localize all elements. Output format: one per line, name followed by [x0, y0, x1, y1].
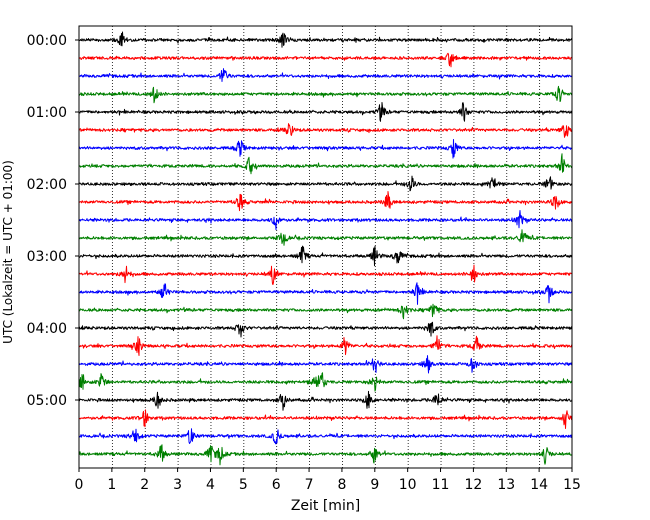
- trace-0030: [78, 68, 573, 82]
- trace-0145: [78, 153, 573, 175]
- x-tick-label: 12: [464, 477, 482, 493]
- x-tick-label: 3: [173, 477, 182, 493]
- x-tick-label: 0: [75, 477, 84, 493]
- seismic-traces: [78, 31, 573, 466]
- plot-frame: [78, 25, 573, 469]
- y-axis-ticks: 00:00 01:00 02:00 03:00 04:00 05:00: [27, 33, 79, 409]
- x-tick-label: 4: [206, 477, 215, 493]
- trace-0415: [78, 335, 573, 356]
- x-tick-label: 1: [107, 477, 116, 493]
- trace-0545: [78, 444, 573, 466]
- x-tick-label: 13: [497, 477, 515, 493]
- y-axis-title: UTC (Lokalzeit = UTC + 01:00): [1, 160, 15, 344]
- x-tick-label: 7: [305, 477, 314, 493]
- trace-0345: [78, 303, 573, 320]
- trace-0045: [78, 85, 573, 104]
- trace-0130: [78, 139, 573, 159]
- y-tick-label: 01:00: [27, 105, 67, 121]
- x-tick-label: 10: [399, 477, 417, 493]
- trace-0530: [78, 428, 573, 445]
- trace-0000: [78, 31, 573, 48]
- x-tick-label: 2: [140, 477, 149, 493]
- trace-0015: [78, 52, 573, 68]
- trace-0100: [78, 102, 573, 122]
- trace-0445: [78, 372, 573, 392]
- trace-0300: [78, 245, 573, 267]
- y-tick-label: 02:00: [27, 177, 67, 193]
- x-tick-label: 6: [272, 477, 281, 493]
- x-tick-label: 9: [370, 477, 379, 493]
- x-tick-label: 15: [563, 477, 581, 493]
- x-tick-label: 14: [530, 477, 548, 493]
- trace-0200: [78, 175, 573, 192]
- trace-0315: [78, 264, 573, 285]
- trace-0215: [78, 191, 573, 212]
- x-tick-label: 11: [432, 477, 450, 493]
- x-axis-ticks: 0 1 2 3 4 5 6 7 8 9 10 11 12 13 14 15: [75, 468, 581, 493]
- y-tick-label: 03:00: [27, 249, 67, 265]
- trace-0500: [78, 390, 573, 411]
- y-tick-label: 00:00: [27, 33, 67, 49]
- trace-0230: [78, 210, 573, 231]
- trace-0400: [78, 321, 573, 338]
- y-tick-label: 05:00: [27, 393, 67, 409]
- x-tick-label: 8: [337, 477, 346, 493]
- y-tick-label: 04:00: [27, 321, 67, 337]
- trace-0330: [78, 282, 573, 305]
- x-axis-title: Zeit [min]: [291, 498, 360, 514]
- trace-0245: [78, 229, 573, 246]
- trace-0515: [78, 409, 573, 429]
- trace-0115: [78, 123, 573, 138]
- trace-0430: [78, 355, 573, 374]
- x-tick-label: 5: [239, 477, 248, 493]
